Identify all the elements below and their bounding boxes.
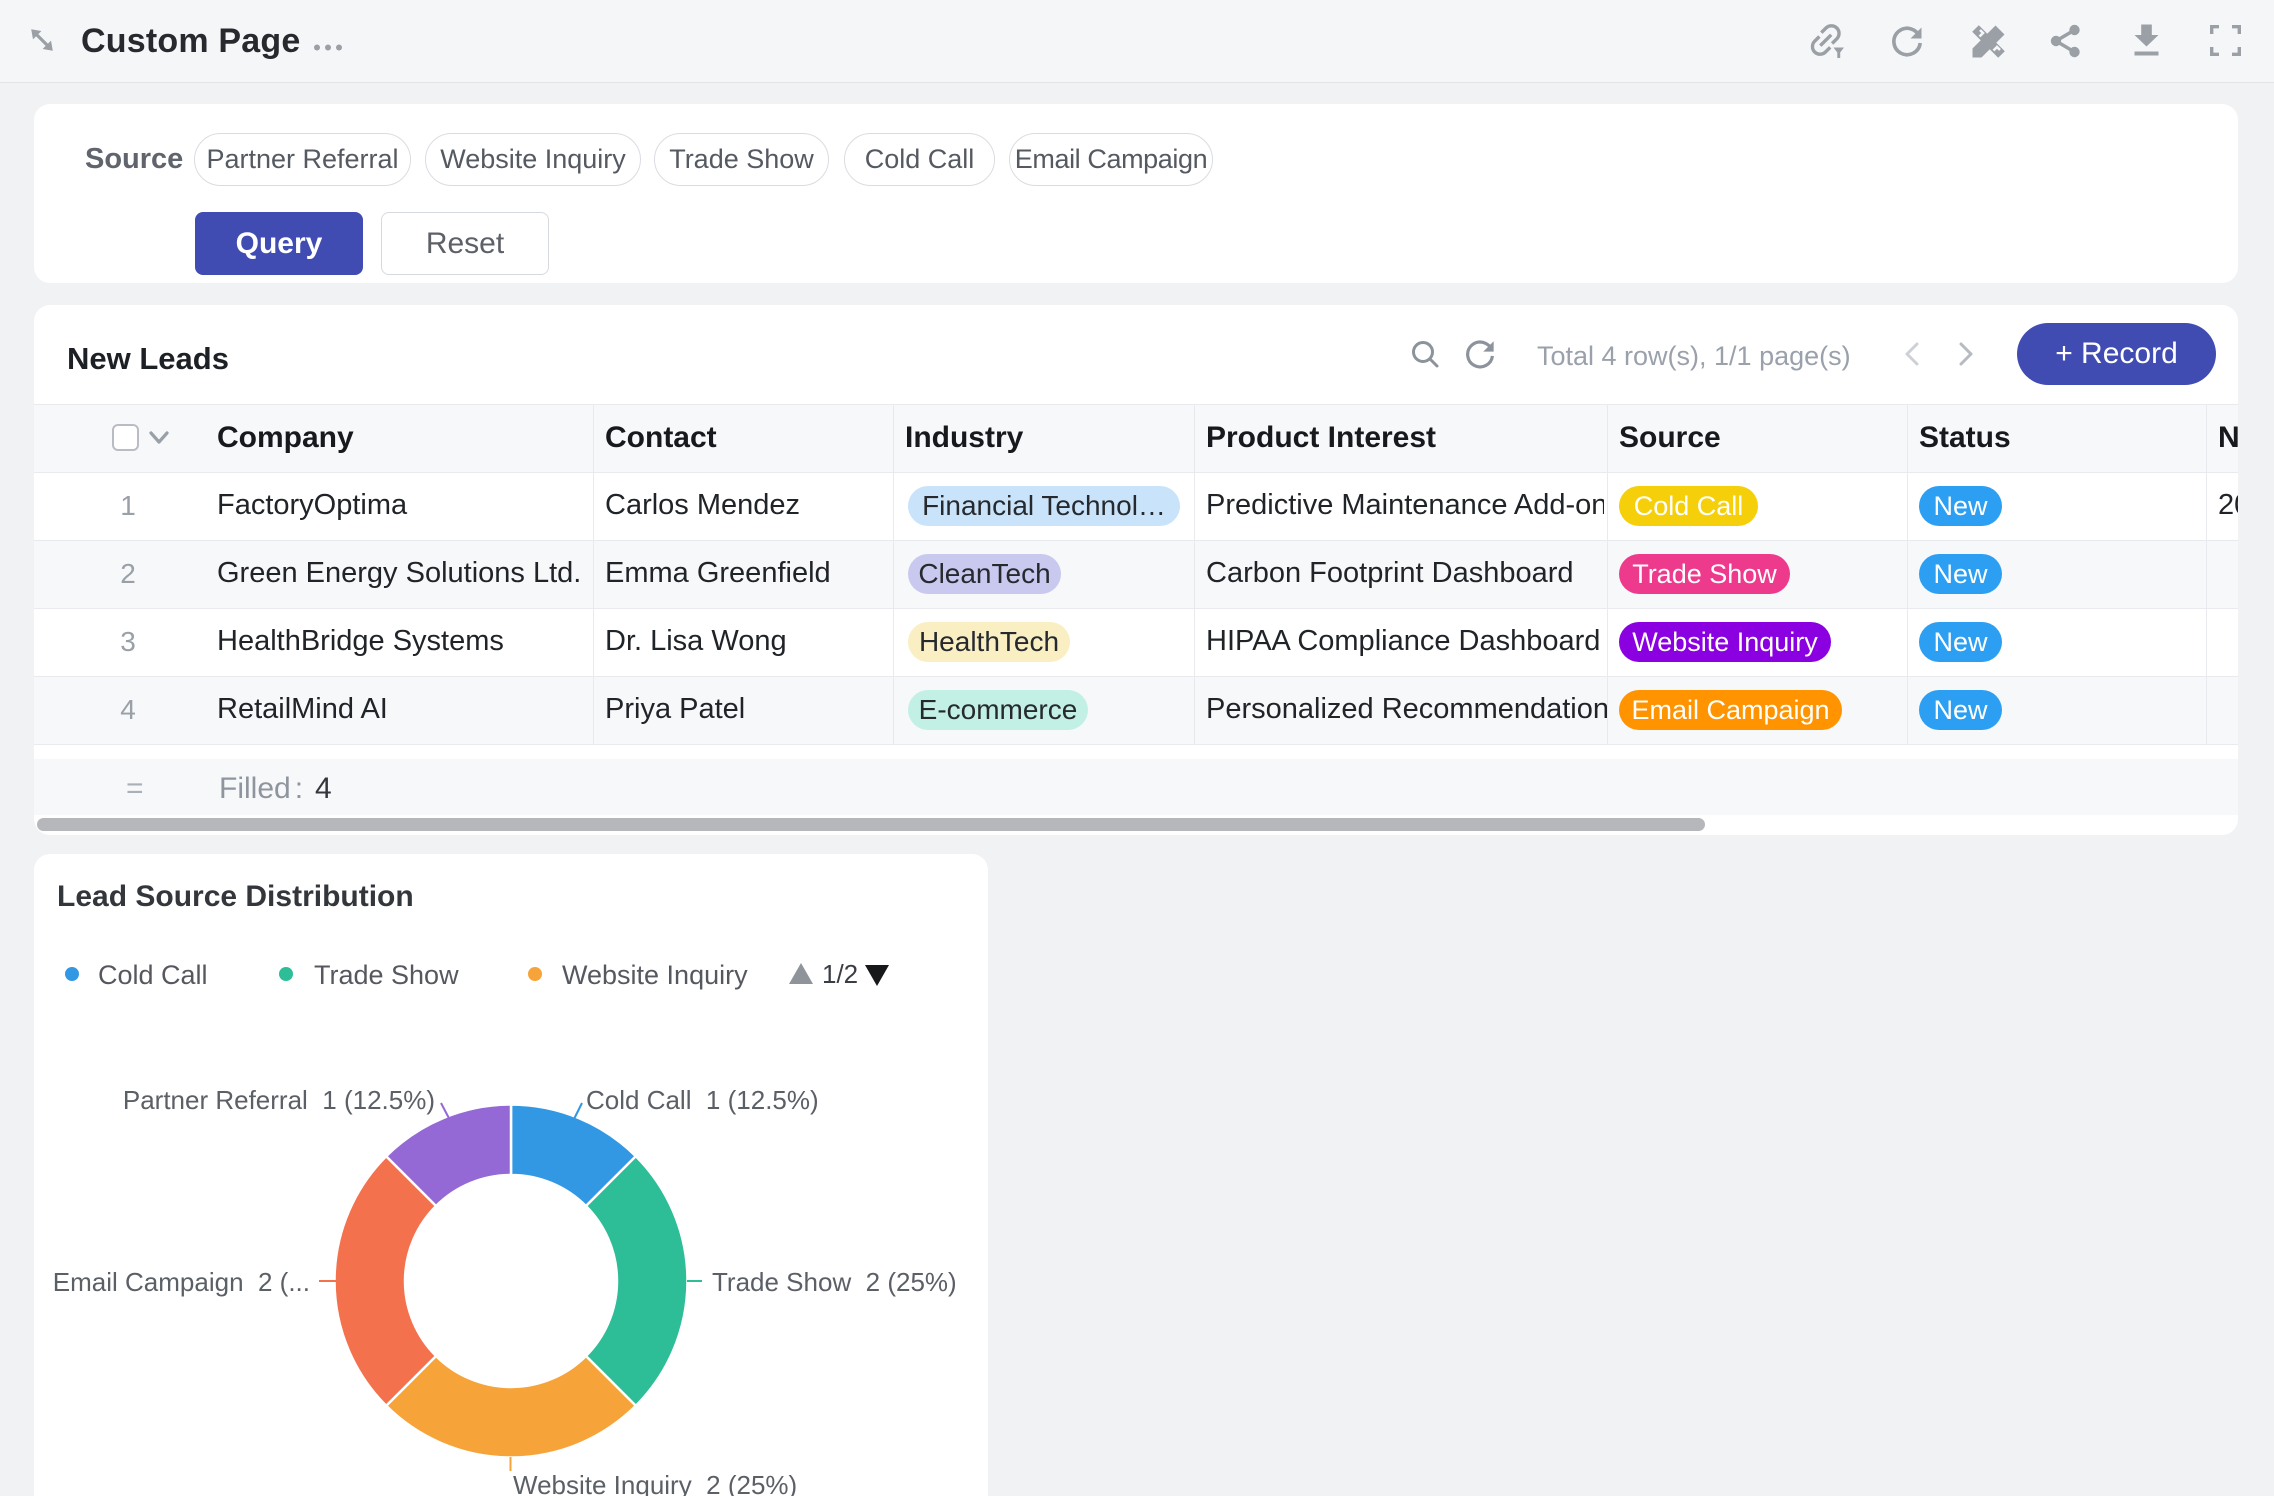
svg-text:Website Inquiry 2 (25%): Website Inquiry 2 (25%) bbox=[513, 1470, 797, 1496]
svg-text:Cold Call: Cold Call bbox=[98, 960, 208, 990]
svg-text:Partner Referral 1 (12.5%): Partner Referral 1 (12.5%) bbox=[123, 1085, 435, 1115]
svg-text:1/2: 1/2 bbox=[822, 959, 858, 989]
svg-text:Trade Show: Trade Show bbox=[314, 960, 459, 990]
svg-text:Lead Source Distribution: Lead Source Distribution bbox=[57, 880, 414, 913]
svg-text:Cold Call 1 (12.5%): Cold Call 1 (12.5%) bbox=[586, 1085, 819, 1115]
svg-text:Website Inquiry: Website Inquiry bbox=[562, 960, 748, 990]
svg-text:Email Campaign 2 (...: Email Campaign 2 (... bbox=[53, 1267, 310, 1297]
svg-text:Trade Show 2 (25%): Trade Show 2 (25%) bbox=[712, 1267, 957, 1297]
